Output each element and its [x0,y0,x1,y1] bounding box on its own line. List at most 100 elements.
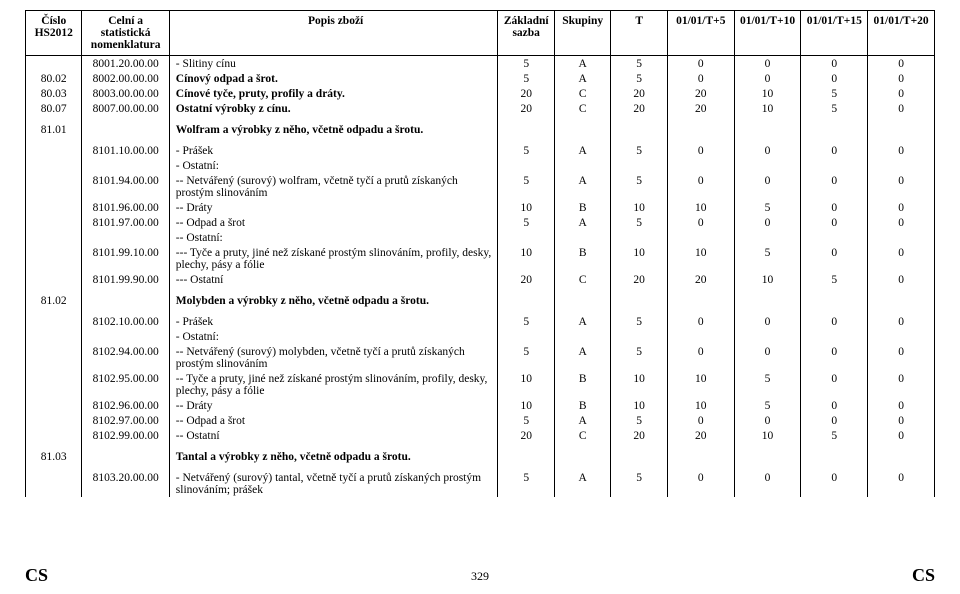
cell: 20 [498,86,554,101]
th-t15-text: 01/01/T+15 [807,15,862,27]
cell: Ostatní výrobky z cínu. [169,101,498,116]
cell: 8102.96.00.00 [82,398,169,413]
cell: 0 [667,56,734,72]
cell: 5 [734,398,801,413]
cell: --- Ostatní [169,272,498,287]
cell [734,158,801,173]
page-region: ČísloHS2012 Celní astatistickánomenklatu… [0,0,960,594]
cell: 20 [498,272,554,287]
cell [801,230,868,245]
cell: 10 [611,245,667,272]
cell: 0 [734,215,801,230]
cell: 0 [868,101,935,116]
cell: 0 [868,86,935,101]
cell [801,122,868,137]
cell: 10 [734,101,801,116]
table-row: 80.078007.00.00.00Ostatní výrobky z cínu… [26,101,935,116]
cell: 80.03 [26,86,82,101]
cell: - Prášek [169,314,498,329]
cell: A [554,71,610,86]
cell: 8101.99.10.00 [82,245,169,272]
cell: 0 [801,173,868,200]
cell [611,449,667,464]
cell: 5 [611,56,667,72]
cell [82,329,169,344]
cell: -- Ostatní: [169,230,498,245]
cell: 5 [611,173,667,200]
cell: 0 [667,215,734,230]
cell: A [554,56,610,72]
cell: 5 [734,371,801,398]
cell [734,329,801,344]
cell: 0 [868,56,935,72]
cell: -- Dráty [169,398,498,413]
cell [868,293,935,308]
cell: Wolfram a výrobky z něho, včetně odpadu … [169,122,498,137]
cell [868,122,935,137]
cell: 20 [611,101,667,116]
table-row: 8102.95.00.00-- Tyče a pruty, jiné než z… [26,371,935,398]
cell: 0 [801,200,868,215]
cell: 80.07 [26,101,82,116]
cell: 10 [734,272,801,287]
cell: -- Dráty [169,200,498,215]
cell: 0 [667,470,734,497]
cell: 5 [611,470,667,497]
cell: Cínové tyče, pruty, profily a dráty. [169,86,498,101]
cell: - Netvářený (surový) tantal, včetně tyčí… [169,470,498,497]
cell: 5 [498,215,554,230]
cell [667,449,734,464]
th-t20-text: 01/01/T+20 [874,15,929,27]
th-t5: 01/01/T+5 [667,11,734,56]
cell: A [554,143,610,158]
cell: 20 [611,272,667,287]
cell: 0 [801,470,868,497]
cell: 0 [667,314,734,329]
cell: 0 [667,413,734,428]
cell: 8007.00.00.00 [82,101,169,116]
cell: 5 [611,413,667,428]
cell: -- Odpad a šrot [169,215,498,230]
cell [554,293,610,308]
cell: 5 [611,344,667,371]
header-row: ČísloHS2012 Celní astatistickánomenklatu… [26,11,935,56]
cell [554,449,610,464]
cell [82,449,169,464]
cell: 0 [868,314,935,329]
cell [26,158,82,173]
tariff-table: ČísloHS2012 Celní astatistickánomenklatu… [25,10,935,497]
cell: 80.02 [26,71,82,86]
table-row: 8102.94.00.00-- Netvářený (surový) molyb… [26,344,935,371]
th-t15: 01/01/T+15 [801,11,868,56]
table-row: 8101.10.00.00- Prášek5A50000 [26,143,935,158]
th-group: Skupiny [554,11,610,56]
cell [498,158,554,173]
cell: 5 [611,314,667,329]
cell: -- Netvářený (surový) molybden, včetně t… [169,344,498,371]
cell: 20 [667,86,734,101]
cell: 8102.95.00.00 [82,371,169,398]
cell: 0 [868,470,935,497]
table-row: 81.03Tantal a výrobky z něho, včetně odp… [26,449,935,464]
th-base: Základnísazba [498,11,554,56]
cell: 5 [801,272,868,287]
cell [667,158,734,173]
footer-center: 329 [0,569,960,584]
cell: 0 [734,56,801,72]
cell: 10 [734,86,801,101]
cell: - Ostatní: [169,158,498,173]
cell: 20 [667,428,734,443]
table-body: 8001.20.00.00- Slitiny cínu5A5000080.028… [26,56,935,498]
cell: 0 [868,344,935,371]
cell: 81.02 [26,293,82,308]
table-row: 8101.97.00.00-- Odpad a šrot5A50000 [26,215,935,230]
cell: 0 [868,143,935,158]
cell: A [554,173,610,200]
cell [26,371,82,398]
cell: 5 [611,215,667,230]
cell [26,470,82,497]
cell [26,143,82,158]
cell: 5 [498,413,554,428]
cell: 8101.94.00.00 [82,173,169,200]
cell: - Slitiny cínu [169,56,498,72]
